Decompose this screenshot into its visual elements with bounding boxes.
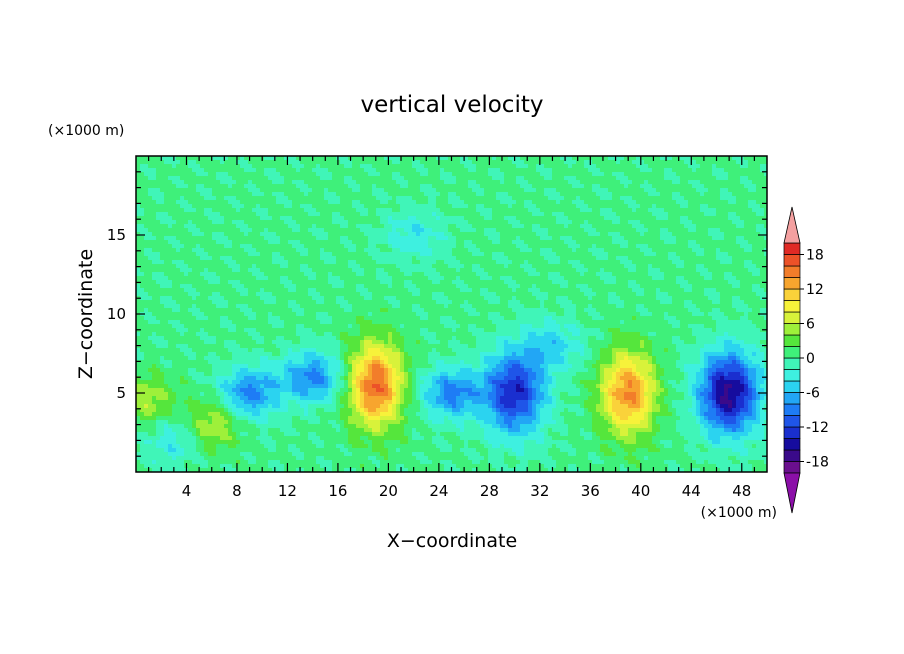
x-tick-label: 36	[581, 482, 600, 500]
colorbar-swatch	[783, 438, 801, 451]
colorbar-swatch	[783, 449, 801, 462]
colorbar-tick-label: -12	[806, 420, 829, 436]
contour-field	[136, 156, 767, 472]
colorbar-tick-label: -6	[806, 386, 820, 402]
colorbar-swatch	[783, 242, 801, 255]
x-axis: 4 8 12 16 20 24 28 32 36 40 44 48	[148, 156, 755, 500]
colorbar-tick-label: 18	[806, 248, 824, 264]
colorbar-swatch	[783, 403, 801, 416]
colorbar-swatch	[783, 461, 801, 474]
x-unit-label: (×1000 m)	[701, 505, 777, 521]
colorbar-swatch	[783, 346, 801, 359]
colorbar-swatch	[783, 334, 801, 347]
colorbar-tick-label: 12	[806, 282, 824, 298]
x-tick-label: 32	[530, 482, 549, 500]
colorbar: 18 12 6 0 -6 -12 -18	[783, 206, 829, 514]
colorbar-swatch	[783, 288, 801, 301]
y-axis: 5 10 15	[107, 171, 767, 457]
colorbar-under-triangle	[783, 472, 801, 514]
x-tick-label: 24	[429, 482, 448, 500]
colorbar-swatch	[783, 369, 801, 382]
x-tick-label: 12	[278, 482, 297, 500]
x-tick-label: 48	[732, 482, 751, 500]
x-tick-label: 40	[631, 482, 650, 500]
colorbar-swatch	[783, 323, 801, 336]
colorbar-tick-label: 6	[806, 317, 815, 333]
colorbar-swatch	[783, 357, 801, 370]
colorbar-over-triangle	[783, 206, 801, 244]
colorbar-swatch	[783, 392, 801, 405]
colorbar-swatch	[783, 300, 801, 313]
colorbar-tick-label: -18	[806, 455, 829, 471]
colorbar-swatch	[783, 265, 801, 278]
colorbar-swatch	[783, 254, 801, 267]
y-tick-label: 5	[116, 384, 126, 402]
colorbar-swatch	[783, 415, 801, 428]
colorbar-swatch	[783, 311, 801, 324]
y-axis-title: Z−coordinate	[75, 249, 97, 379]
x-tick-label: 16	[328, 482, 347, 500]
x-tick-label: 8	[232, 482, 242, 500]
chart-title: vertical velocity	[361, 92, 544, 118]
x-tick-label: 4	[182, 482, 192, 500]
x-tick-label: 44	[682, 482, 701, 500]
x-axis-title: X−coordinate	[387, 530, 517, 552]
y-unit-label: (×1000 m)	[48, 123, 124, 139]
y-tick-label: 15	[107, 226, 126, 244]
colorbar-tick-label: 0	[806, 351, 815, 367]
x-tick-label: 28	[480, 482, 499, 500]
colorbar-swatch	[783, 426, 801, 439]
y-tick-label: 10	[107, 305, 126, 323]
colorbar-swatch	[783, 277, 801, 290]
x-tick-label: 20	[379, 482, 398, 500]
colorbar-swatch	[783, 380, 801, 393]
